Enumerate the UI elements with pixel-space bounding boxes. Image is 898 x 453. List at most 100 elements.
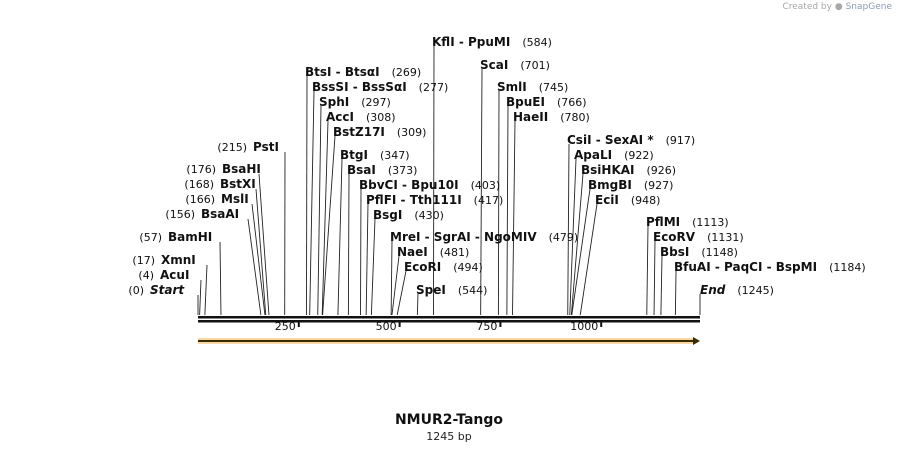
label-psti-position: (215) [217, 141, 247, 154]
label-bsihkai: BsiHKAI [581, 163, 635, 177]
credit-prefix: Created by [782, 2, 832, 12]
label-scai-position: (701) [520, 59, 550, 72]
label-bsssi: BssSI - BssSαI [312, 80, 407, 94]
connector-ecorv [653, 240, 656, 316]
label-bstxi-position: (168) [184, 178, 214, 191]
connector-bamhi [219, 241, 222, 316]
label-bpuei: BpuEI [506, 95, 545, 109]
label-ecorv: EcoRV [653, 230, 696, 244]
ruler-ticks: 250 500 750 1000 [275, 320, 603, 333]
connector-mrei [390, 240, 393, 316]
label-bsgi-position: (430) [414, 209, 444, 222]
label-smli: SmlI [497, 80, 527, 94]
label-btsi: BtsI - BtsαI [305, 65, 380, 79]
label-bfuai: BfuAI - PaqCI - BspMI [674, 260, 817, 274]
label-btgi-position: (347) [380, 149, 410, 162]
connector-pflfi [365, 203, 369, 316]
label-kfli-position: (584) [522, 36, 552, 49]
site-labels: Start (0) AcuI (4) XmnI (17) BamHI (57) BsaAI (15… [128, 35, 865, 297]
connector-scai [480, 68, 483, 316]
label-bbvci: BbvCI - Bpu10I [359, 178, 459, 192]
label-bamhi-position: (57) [139, 231, 162, 244]
connector-ecori [396, 270, 407, 316]
connector-bfuai [674, 270, 677, 316]
label-ecorv-position: (1131) [707, 231, 744, 244]
label-psti: PstI [253, 140, 279, 154]
label-bmgbi: BmgBI [588, 178, 632, 192]
connector-bbsi [660, 255, 663, 316]
label-ecii-position: (948) [631, 194, 661, 207]
connector-sphi [317, 105, 322, 316]
sequence-length: 1245 bp [426, 430, 472, 443]
connector-pflmi [646, 225, 649, 316]
connector-xmni [204, 264, 208, 316]
connector-bpuei [506, 105, 509, 316]
label-mrei-position: (479) [549, 231, 579, 244]
label-start: Start [150, 283, 185, 297]
label-acui-position: (4) [138, 269, 154, 282]
label-bsaai: BsaAI [201, 207, 239, 221]
connector-bbvci [360, 188, 362, 316]
connector-bstz17i [322, 135, 336, 316]
connector-msli [251, 203, 266, 316]
label-start-position: (0) [128, 284, 144, 297]
feature-arrow [198, 337, 700, 345]
label-kfli: KflI - PpuMI [432, 35, 510, 49]
label-pflfi-position: (417) [474, 194, 504, 207]
label-csii: CsiI - SexAI * [567, 133, 654, 147]
label-bsahi-position: (176) [186, 163, 216, 176]
connector-btsi [306, 75, 308, 316]
label-sphi-position: (297) [361, 96, 391, 109]
label-acci-position: (308) [366, 111, 396, 124]
connector-csii [567, 143, 570, 316]
label-bamhi: BamHI [168, 230, 212, 244]
label-bsgi: BsgI [373, 208, 402, 222]
label-bstxi: BstXI [220, 177, 256, 191]
connector-kfli [433, 45, 435, 316]
connector-acci [321, 120, 329, 316]
label-bstz17i-position: (309) [397, 126, 427, 139]
connector-bstxi [255, 188, 267, 316]
label-pflmi-position: (1113) [692, 216, 729, 229]
snapgene-logo-icon: ● [834, 2, 843, 12]
label-apali-position: (922) [624, 149, 654, 162]
label-ecori-position: (494) [453, 261, 483, 274]
label-ecori: EcoRI [404, 260, 441, 274]
label-bmgbi-position: (927) [644, 179, 674, 192]
sequence-backbone [198, 316, 700, 323]
connector-ecii [579, 203, 598, 316]
connector-bmgbi [571, 188, 591, 316]
connector-lines [197, 45, 701, 316]
connector-apali [569, 158, 577, 316]
connector-bsssi [309, 90, 315, 316]
connector-bsihkai [570, 173, 584, 316]
connector-bsai [347, 173, 350, 316]
connector-spei [416, 293, 419, 316]
label-bbsi-position: (1148) [701, 246, 738, 259]
label-msli-position: (166) [185, 193, 215, 206]
label-xmni-position: (17) [132, 254, 155, 267]
ruler-tick-label: 750 [476, 320, 497, 333]
sequence-name: NMUR2-Tango [394, 412, 504, 428]
label-btsi-position: (269) [392, 66, 422, 79]
label-mrei: MreI - SgrAI - NgoMIV [390, 230, 537, 244]
connector-bsgi [370, 218, 376, 316]
backbone-bottom-line [198, 320, 700, 323]
label-bbvci-position: (403) [471, 179, 501, 192]
label-smli-position: (745) [539, 81, 569, 94]
label-bsai-position: (373) [388, 164, 418, 177]
label-sphi: SphI [319, 95, 349, 109]
label-bpuei-position: (766) [557, 96, 587, 109]
label-xmni: XmnI [161, 253, 196, 267]
ruler-tick-label: 250 [275, 320, 296, 333]
label-btgi: BtgI [340, 148, 368, 162]
label-bstz17i: BstZ17I [333, 125, 385, 139]
label-bfuai-position: (1184) [829, 261, 866, 274]
label-spei-position: (544) [458, 284, 488, 297]
label-csii-position: (917) [666, 134, 696, 147]
restriction-map: 250 500 750 1000 Start (0) AcuI (4) XmnI (17) Bam… [128, 35, 866, 345]
label-acui: AcuI [160, 268, 189, 282]
ruler-tick-label: 1000 [570, 320, 598, 333]
label-apali: ApaLI [574, 148, 612, 162]
label-end-position: (1245) [737, 284, 774, 297]
